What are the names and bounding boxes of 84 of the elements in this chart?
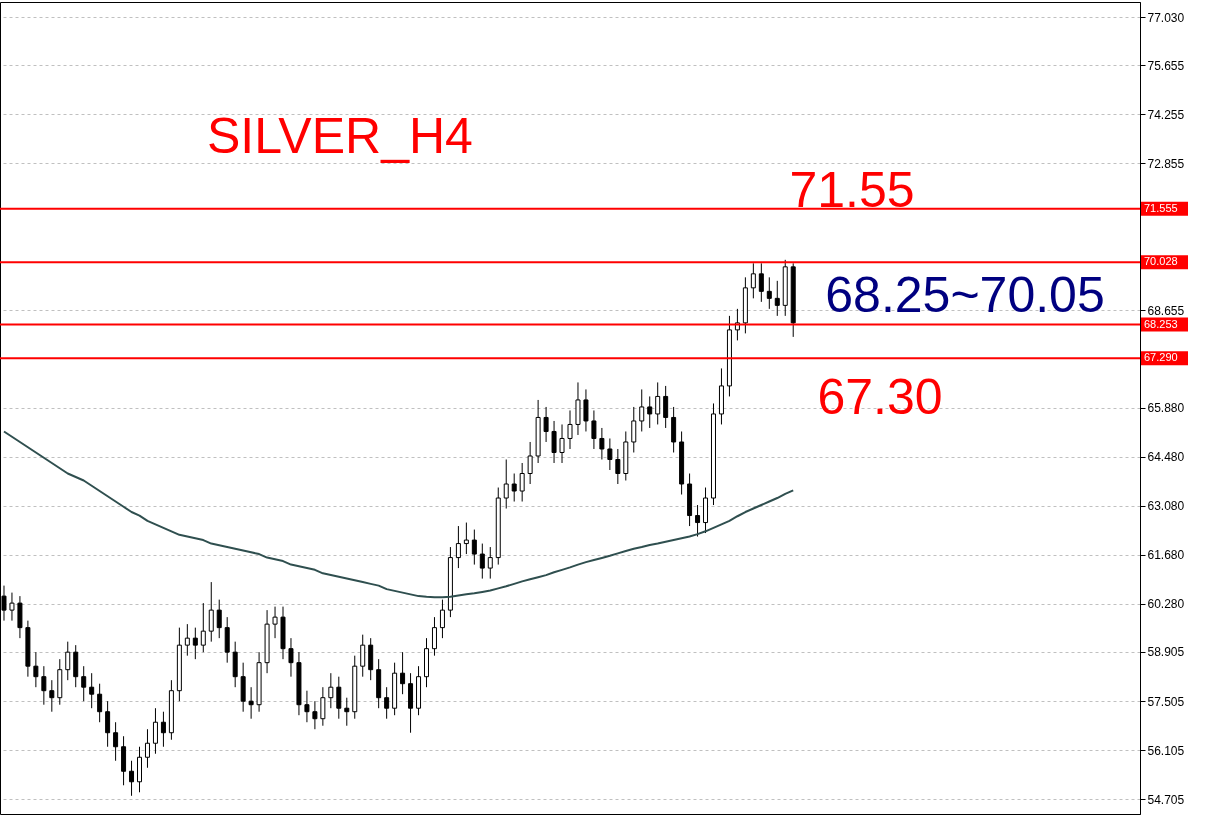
candlestick xyxy=(503,458,509,510)
candlestick xyxy=(439,599,445,639)
candlestick xyxy=(208,581,214,643)
candlestick xyxy=(567,409,573,450)
ref-line-label: 68.253 xyxy=(1144,317,1178,330)
candlestick xyxy=(695,504,701,538)
candlestick xyxy=(750,262,756,299)
candlestick xyxy=(312,700,318,730)
candlestick xyxy=(384,686,390,720)
y-tick-label: 77.030 xyxy=(1147,10,1185,25)
candlestick xyxy=(766,276,772,310)
candlestick xyxy=(41,665,47,706)
candlestick xyxy=(160,711,166,748)
candlestick xyxy=(463,522,469,555)
candlestick xyxy=(479,543,485,580)
candlestick xyxy=(551,420,557,464)
candlestick xyxy=(583,388,589,432)
candlestick xyxy=(144,728,150,769)
annotation: 71.55 xyxy=(789,162,915,218)
candlestick xyxy=(647,395,653,429)
y-tick-label: 74.255 xyxy=(1147,107,1185,122)
y-tick-label: 65.880 xyxy=(1147,401,1185,416)
y-tick-label: 61.680 xyxy=(1147,548,1185,563)
y-tick-label: 68.655 xyxy=(1147,303,1185,318)
y-tick-label: 57.505 xyxy=(1147,694,1185,709)
candlestick xyxy=(129,760,135,797)
candlestick xyxy=(344,697,350,727)
candlestick xyxy=(89,672,95,709)
candlestick xyxy=(487,546,493,580)
candlestick xyxy=(288,637,294,678)
candlestick xyxy=(511,473,517,503)
candlestick xyxy=(320,686,326,727)
candlestick xyxy=(615,448,621,485)
candlestick xyxy=(65,641,71,681)
ref-line-label: 70.028 xyxy=(1144,255,1178,268)
candlestick xyxy=(360,634,366,678)
candlestick xyxy=(248,686,254,720)
candlestick xyxy=(81,665,87,702)
y-tick-label: 56.105 xyxy=(1147,743,1185,758)
annotation: 67.30 xyxy=(817,369,943,425)
candlestick xyxy=(455,525,461,569)
candlestick xyxy=(774,280,780,317)
candlestick xyxy=(152,707,158,755)
candlestick xyxy=(113,721,119,762)
candlestick xyxy=(304,690,310,723)
candlestick xyxy=(631,406,637,453)
ref-line-label: 71.555 xyxy=(1144,201,1178,214)
y-tick-label: 64.480 xyxy=(1147,450,1185,465)
candlestick xyxy=(471,529,477,566)
annotation: 68.25~70.05 xyxy=(825,267,1105,323)
candlestick xyxy=(591,409,597,450)
candlestick xyxy=(97,683,103,723)
line-series xyxy=(2,430,795,599)
candlestick xyxy=(758,262,764,303)
candlestick xyxy=(200,602,206,653)
candlestick xyxy=(599,427,605,460)
candlestick xyxy=(519,462,525,503)
candlestick xyxy=(543,406,549,443)
candlestick xyxy=(663,385,669,429)
y-tick-label: 75.655 xyxy=(1147,58,1185,73)
candlestick xyxy=(559,423,565,464)
candlestick xyxy=(527,441,533,485)
candlestick xyxy=(216,599,222,639)
candlestick xyxy=(336,676,342,720)
candlestick xyxy=(400,651,406,695)
candlestick xyxy=(639,388,645,432)
candlestick xyxy=(431,616,437,657)
y-tick-label: 58.905 xyxy=(1147,645,1185,660)
candlestick xyxy=(105,700,111,748)
y-tick-label: 72.855 xyxy=(1147,156,1185,171)
candlestick xyxy=(33,651,39,688)
candlestick xyxy=(9,592,15,622)
y-tick-label: 63.080 xyxy=(1147,499,1185,514)
candlestick xyxy=(184,623,190,657)
candlestick xyxy=(49,679,55,713)
y-tick-label: 60.280 xyxy=(1147,597,1185,612)
text: SILVER_H4 xyxy=(207,108,473,164)
ref-line-label: 67.290 xyxy=(1144,351,1178,364)
candlestick xyxy=(192,627,198,660)
candlestick xyxy=(272,606,278,639)
candlestick xyxy=(655,381,661,425)
y-tick-label: 54.705 xyxy=(1147,792,1185,807)
candlestick xyxy=(328,672,334,709)
candlestick xyxy=(607,437,613,471)
